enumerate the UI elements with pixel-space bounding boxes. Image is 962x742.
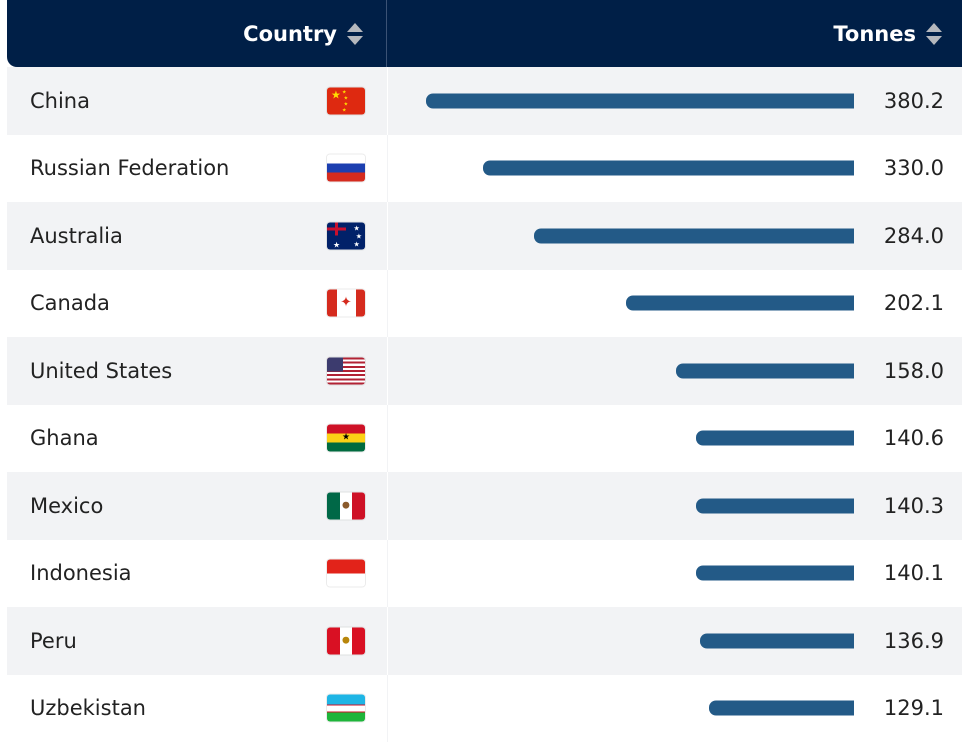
flag-mx-icon: ● xyxy=(327,492,365,519)
flag-gh-icon: ★ xyxy=(327,425,365,452)
table-row: United States 158.0 xyxy=(7,337,962,405)
country-name: Mexico xyxy=(30,494,103,518)
country-name: Australia xyxy=(30,224,123,248)
value-label: 136.9 xyxy=(884,629,944,653)
bar-mx xyxy=(696,498,854,513)
bar-pe xyxy=(700,633,854,648)
country-cell: Russian Federation xyxy=(7,135,388,203)
bar-cn xyxy=(426,93,854,108)
table-row: Canada ✦ 202.1 xyxy=(7,270,962,338)
table-header: Country Tonnes xyxy=(7,0,962,67)
sort-icon[interactable] xyxy=(926,23,942,45)
table-row: Indonesia 140.1 xyxy=(7,540,962,608)
flag-au-icon: ★ ★★★ xyxy=(327,222,365,249)
gold-production-table: Country Tonnes China ★★ ★ ★★ 380.2 Russi… xyxy=(7,0,962,742)
country-header-label: Country xyxy=(243,22,337,46)
country-cell: Australia ★ ★★★ xyxy=(7,202,388,270)
bar-uz xyxy=(709,701,854,716)
country-name: Canada xyxy=(30,291,110,315)
flag-us-icon xyxy=(327,357,365,384)
value-label: 158.0 xyxy=(884,359,944,383)
country-cell: United States xyxy=(7,337,388,405)
bar-au xyxy=(534,228,854,243)
country-name: Ghana xyxy=(30,426,99,450)
value-label: 140.3 xyxy=(884,494,944,518)
flag-ca-icon: ✦ xyxy=(327,290,365,317)
table-row: Mexico ● 140.3 xyxy=(7,472,962,540)
value-label: 140.1 xyxy=(884,561,944,585)
country-cell: Uzbekistan xyxy=(7,675,388,742)
tonnes-header-label: Tonnes xyxy=(833,22,916,46)
bar-ca xyxy=(626,296,854,311)
country-cell: Ghana ★ xyxy=(7,405,388,473)
country-column-header[interactable]: Country xyxy=(7,0,387,67)
country-cell: Indonesia xyxy=(7,540,388,608)
table-row: Ghana ★ 140.6 xyxy=(7,405,962,473)
value-label: 330.0 xyxy=(884,156,944,180)
bar-gh xyxy=(696,431,854,446)
country-name: United States xyxy=(30,359,172,383)
country-name: Uzbekistan xyxy=(30,696,146,720)
country-cell: China ★★ ★ ★★ xyxy=(7,67,388,135)
value-label: 380.2 xyxy=(884,89,944,113)
table-row: China ★★ ★ ★★ 380.2 xyxy=(7,67,962,135)
value-label: 202.1 xyxy=(884,291,944,315)
country-cell: Mexico ● xyxy=(7,472,388,540)
flag-pe-icon: ● xyxy=(327,627,365,654)
table-body: China ★★ ★ ★★ 380.2 Russian Federation 3… xyxy=(7,67,962,742)
country-name: Peru xyxy=(30,629,77,653)
country-name: China xyxy=(30,89,90,113)
bar-us xyxy=(676,363,854,378)
table-row: Uzbekistan 129.1 xyxy=(7,675,962,742)
country-cell: Canada ✦ xyxy=(7,270,388,338)
table-row: Australia ★ ★★★ 284.0 xyxy=(7,202,962,270)
tonnes-column-header[interactable]: Tonnes xyxy=(388,0,962,67)
country-name: Russian Federation xyxy=(30,156,229,180)
flag-id-icon xyxy=(327,560,365,587)
flag-ru-icon xyxy=(327,155,365,182)
flag-cn-icon: ★★ ★ ★★ xyxy=(327,87,365,114)
country-name: Indonesia xyxy=(30,561,132,585)
country-cell: Peru ● xyxy=(7,607,388,675)
table-row: Peru ● 136.9 xyxy=(7,607,962,675)
value-label: 129.1 xyxy=(884,696,944,720)
flag-uz-icon xyxy=(327,695,365,722)
bar-ru xyxy=(483,161,854,176)
bar-id xyxy=(696,566,854,581)
table-row: Russian Federation 330.0 xyxy=(7,135,962,203)
value-label: 140.6 xyxy=(884,426,944,450)
sort-icon[interactable] xyxy=(347,23,363,45)
value-label: 284.0 xyxy=(884,224,944,248)
